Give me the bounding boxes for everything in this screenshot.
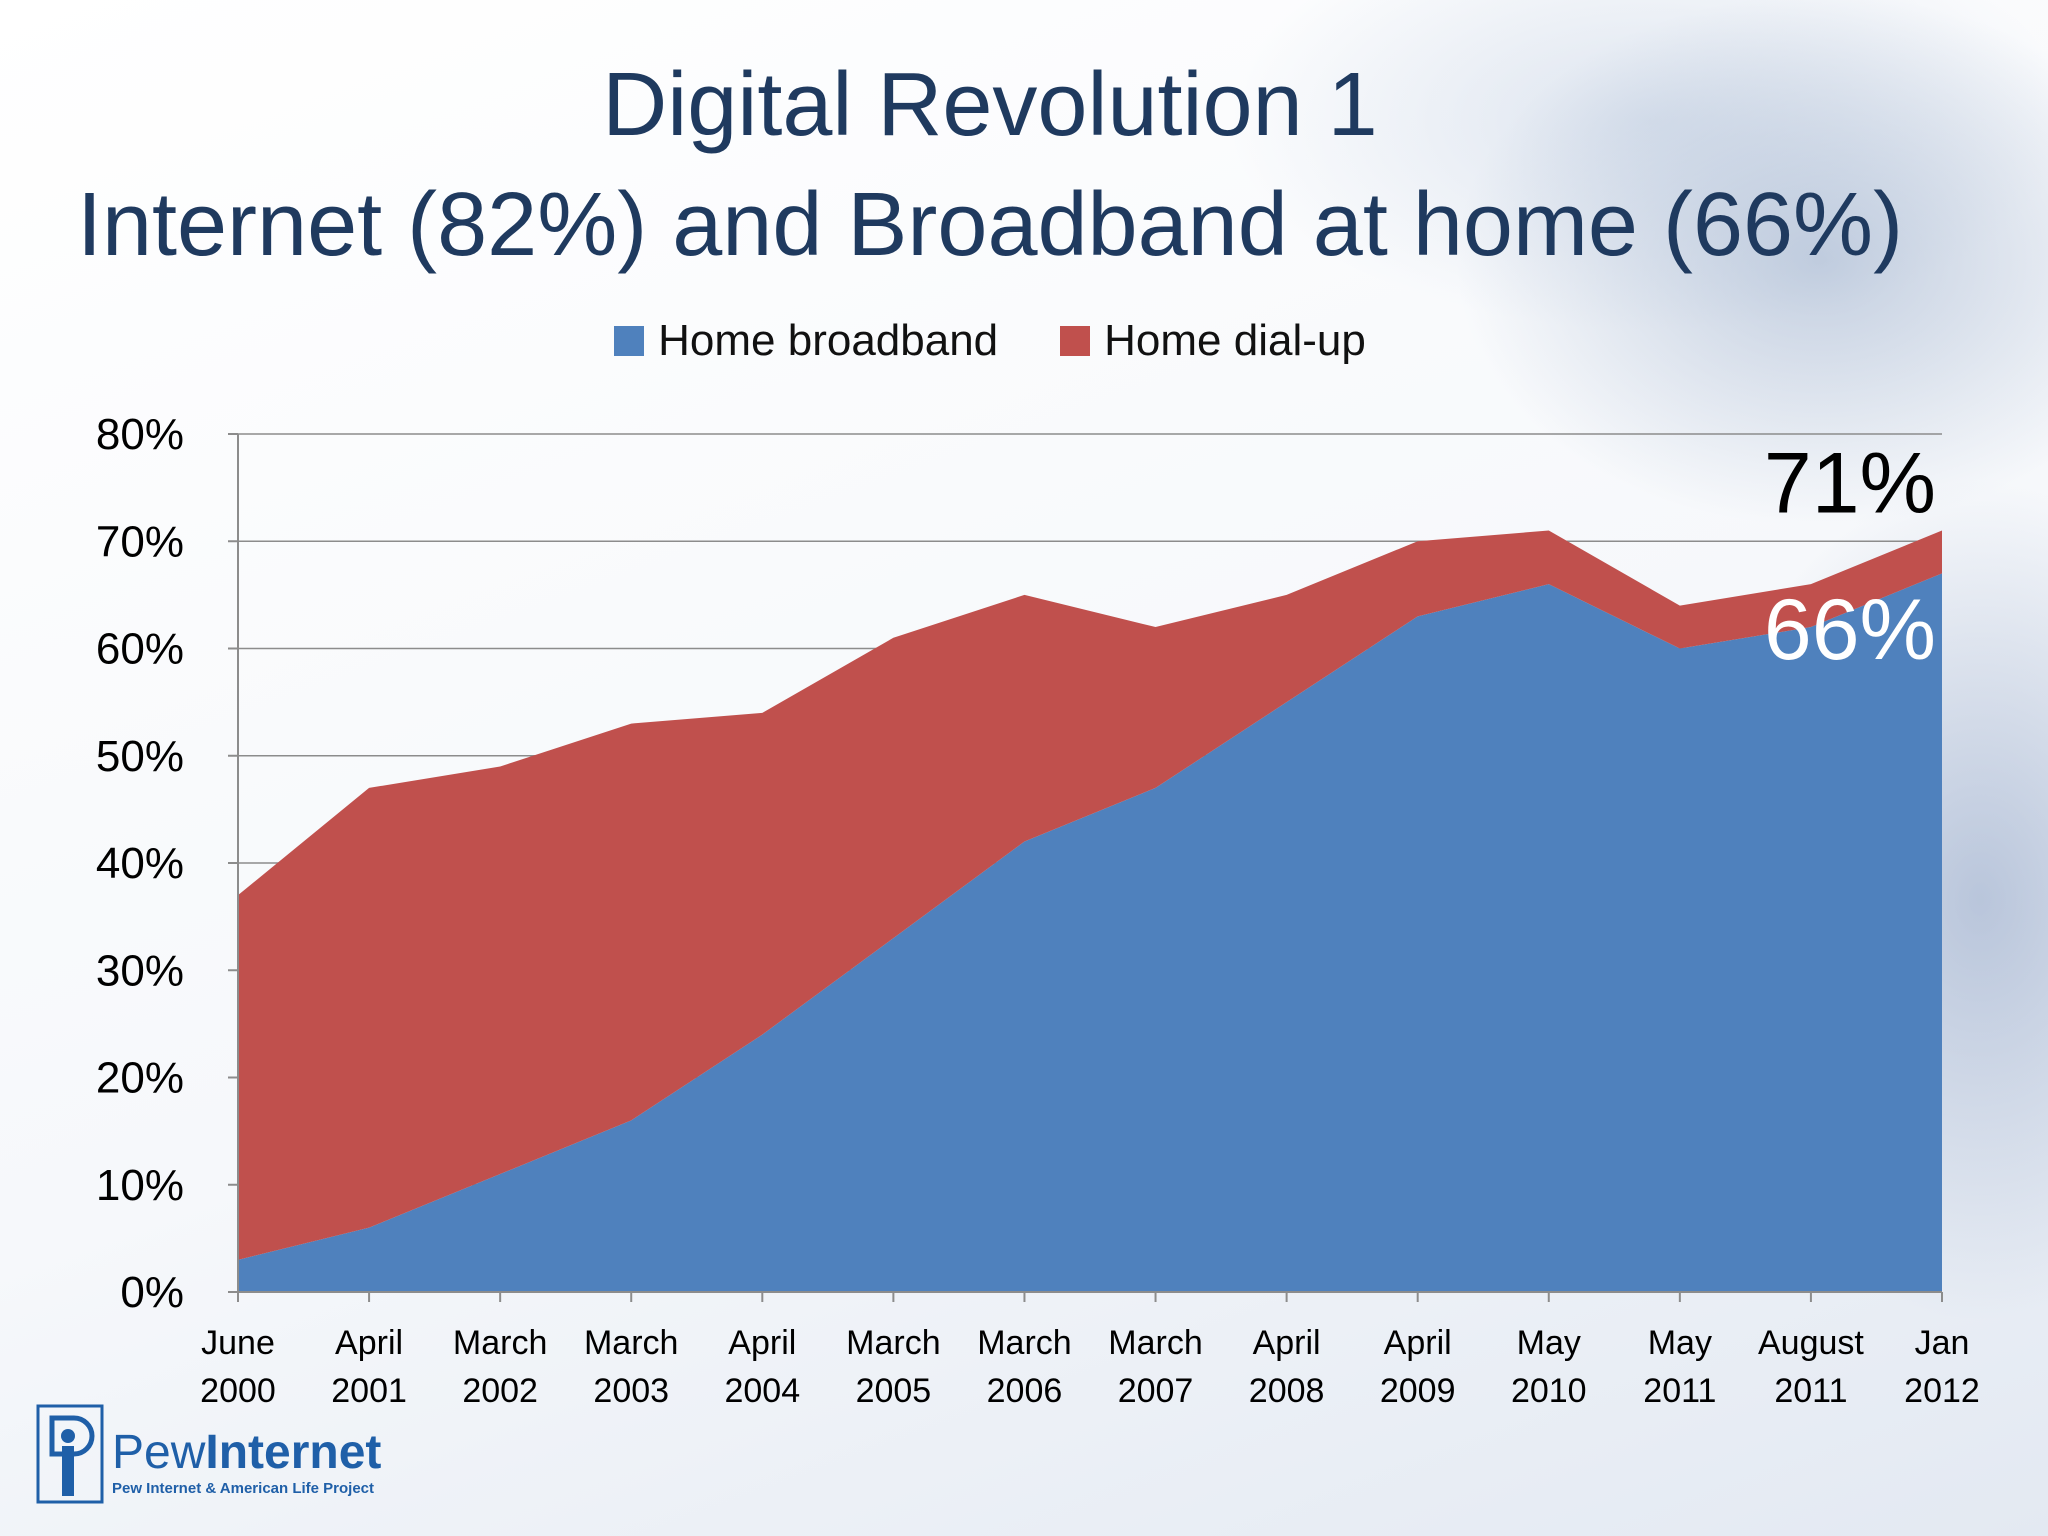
x-tick-label: March 2006 <box>977 1324 1071 1410</box>
annotation-broadband-66: 66% <box>1764 582 1936 678</box>
x-tick-label: August 2011 <box>1758 1324 1864 1410</box>
x-tick-label: March 2003 <box>584 1324 678 1410</box>
x-tick-label: March 2002 <box>453 1324 547 1410</box>
y-tick-label: 60% <box>96 625 184 674</box>
x-tick-label: May 2011 <box>1643 1324 1716 1410</box>
x-tick-label: April 2009 <box>1380 1324 1456 1410</box>
logo-word-internet: Internet <box>205 1426 382 1479</box>
legend-label-dialup: Home dial-up <box>1104 316 1366 365</box>
x-tick-label: May 2010 <box>1511 1324 1587 1410</box>
chart-legend: Home broadband Home dial-up <box>0 316 1980 366</box>
logo-word-pew: Pew <box>112 1426 206 1479</box>
y-tick-label: 40% <box>96 839 184 888</box>
y-tick-label: 80% <box>96 410 184 459</box>
x-tick-label: April 2004 <box>724 1324 800 1410</box>
slide-subtitle: Internet (82%) and Broadband at home (66… <box>76 175 1904 275</box>
y-tick-label: 70% <box>96 517 184 566</box>
legend-item-dialup: Home dial-up <box>1060 316 1366 366</box>
x-tick-label: March 2007 <box>1108 1324 1202 1410</box>
y-tick-label: 30% <box>96 946 184 995</box>
x-tick-label: April 2001 <box>331 1324 407 1410</box>
y-tick-label: 10% <box>96 1161 184 1210</box>
x-tick-label: April 2008 <box>1249 1324 1325 1410</box>
annotation-total-71: 71% <box>1764 436 1936 532</box>
y-tick-label: 0% <box>120 1268 184 1317</box>
legend-item-broadband: Home broadband <box>614 316 998 366</box>
x-tick-label: Jan 2012 <box>1904 1324 1980 1410</box>
y-tick-label: 20% <box>96 1054 184 1103</box>
y-tick-label: 50% <box>96 732 184 781</box>
slide-title: Digital Revolution 1 <box>602 55 1378 155</box>
area-home-dialup <box>238 530 1942 1260</box>
x-tick-label: June 2000 <box>200 1324 276 1410</box>
legend-label-broadband: Home broadband <box>658 316 999 365</box>
logo-wordmark: PewInternet <box>112 1425 381 1481</box>
logo-subtitle: Pew Internet & American Life Project <box>112 1480 375 1497</box>
pew-logo-icon <box>36 1404 104 1504</box>
area-home-broadband <box>238 573 1942 1292</box>
x-tick-label: March 2005 <box>846 1324 940 1410</box>
legend-swatch-dialup <box>1060 326 1091 356</box>
legend-swatch-broadband <box>614 326 645 356</box>
